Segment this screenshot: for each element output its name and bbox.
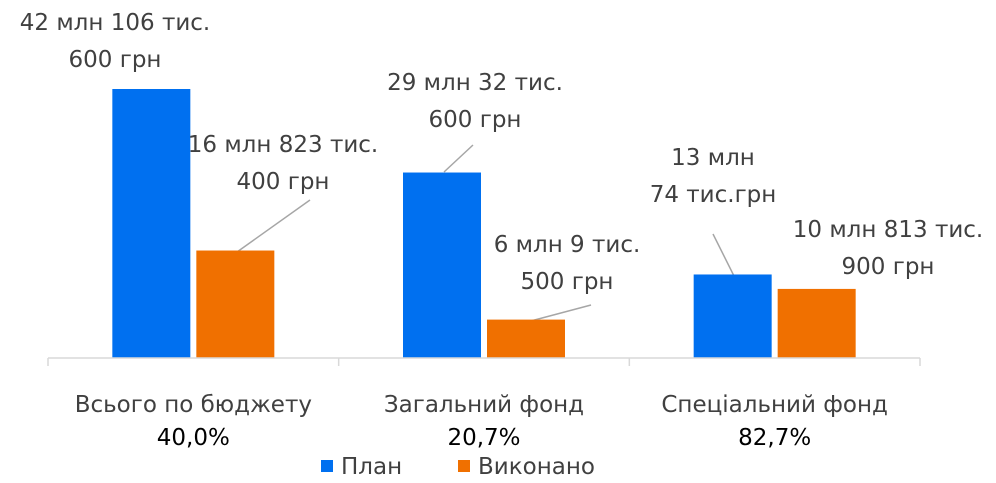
data-label-done-1: 16 млн 823 тис. 400 грн xyxy=(188,132,379,195)
legend-item-plan: План xyxy=(321,454,402,480)
leader-line xyxy=(712,233,735,277)
leader-line xyxy=(443,144,474,173)
bars xyxy=(112,89,856,358)
leader-line xyxy=(236,199,311,253)
data-labels: 42 млн 106 тис. 600 грн 16 млн 823 тис. 400… xyxy=(20,10,984,295)
category-labels: Всього по бюджету 40,0% Загальний фонд 20,7… xyxy=(75,392,888,451)
category-percent: 82,7% xyxy=(738,425,811,451)
data-label-done-3: 10 млн 813 тис. 900 грн xyxy=(793,217,984,280)
bar-plan-3 xyxy=(693,274,772,358)
data-label-plan-3: 13 млн 74 тис.грн xyxy=(650,145,777,208)
data-label-plan-2: 29 млн 32 тис. 600 грн xyxy=(387,70,563,133)
data-label-plan-1: 42 млн 106 тис. 600 грн xyxy=(20,10,211,73)
bar-done-1 xyxy=(196,250,275,358)
bar-plan-2 xyxy=(403,172,481,358)
leader-line xyxy=(526,304,592,323)
legend: План Виконано xyxy=(321,454,595,480)
legend-swatch xyxy=(321,460,333,472)
bar-plan-1 xyxy=(112,89,191,358)
category-label: Загальний фонд xyxy=(384,392,584,418)
category-label: Спеціальний фонд xyxy=(661,392,888,418)
legend-label: План xyxy=(341,454,402,480)
legend-item-done: Виконано xyxy=(458,454,595,480)
category-percent: 20,7% xyxy=(447,425,520,451)
category-percent: 40,0% xyxy=(157,425,230,451)
legend-swatch xyxy=(458,460,470,472)
data-label-done-2: 6 млн 9 тис. 500 грн xyxy=(494,232,641,295)
bar-done-2 xyxy=(487,319,565,358)
x-axis xyxy=(47,357,921,366)
bar-done-3 xyxy=(777,288,856,358)
legend-label: Виконано xyxy=(478,454,595,480)
category-label: Всього по бюджету xyxy=(75,392,312,418)
leader-lines xyxy=(236,144,735,323)
